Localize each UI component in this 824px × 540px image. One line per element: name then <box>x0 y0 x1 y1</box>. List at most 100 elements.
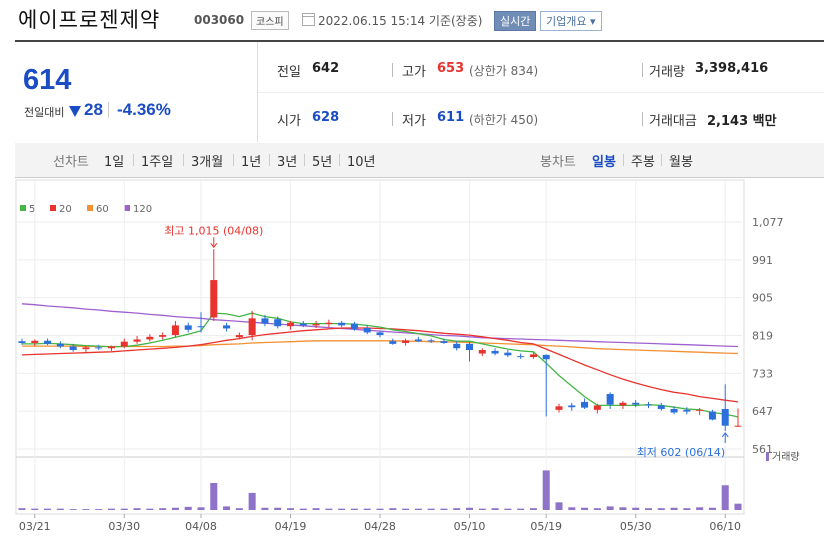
candle-body <box>82 347 90 350</box>
candle-body <box>453 343 461 349</box>
tab-daily[interactable]: 일봉 <box>592 155 616 170</box>
legend-swatch <box>124 205 130 211</box>
candle-chart-label: 봉차트 <box>540 155 576 170</box>
candle-body <box>312 324 320 326</box>
volume-label: 거래량 <box>649 65 685 80</box>
tab-weekly[interactable]: 주봉 <box>631 155 655 170</box>
candle-body <box>465 343 474 351</box>
volume-bar <box>606 506 614 510</box>
low-value: 611 <box>437 110 465 125</box>
volume-bar <box>465 507 474 510</box>
volume-bar <box>338 508 346 510</box>
candle-body <box>517 356 525 358</box>
y-tick-label: 905 <box>752 292 773 305</box>
tab-3y[interactable]: 3년 <box>277 155 298 170</box>
candle-body <box>708 411 716 420</box>
volume-bar <box>274 507 282 510</box>
volume-bar <box>159 508 167 510</box>
y-tick-label: 819 <box>752 330 773 343</box>
high-value: 653 <box>437 61 465 76</box>
line-chart-label: 선차트 <box>53 155 89 170</box>
x-tick-label: 06/10 <box>709 520 741 533</box>
x-tick-label: 05/10 <box>454 520 486 533</box>
candle-body <box>338 322 346 326</box>
trade-amount-label: 거래대금 <box>649 114 697 129</box>
candle-body <box>529 354 537 358</box>
y-tick-label: 1,077 <box>752 216 784 229</box>
candle-body <box>197 326 205 328</box>
tab-5y[interactable]: 5년 <box>312 155 333 170</box>
low-arrowhead <box>721 432 729 438</box>
candle-body <box>299 323 307 326</box>
volume-legend-swatch <box>766 452 769 461</box>
tab-monthly[interactable]: 월봉 <box>669 155 693 170</box>
candle-body <box>120 341 128 347</box>
candle-body <box>350 323 358 329</box>
candle-body <box>389 341 397 344</box>
candle-body <box>721 408 729 426</box>
tab-1d[interactable]: 1일 <box>104 155 125 170</box>
down-arrow-icon <box>69 106 81 117</box>
candle-body <box>274 319 282 327</box>
ma20-line <box>21 327 739 403</box>
realtime-button[interactable]: 실시간 <box>494 11 537 31</box>
candle-body <box>568 405 576 408</box>
volume-bar <box>56 508 64 510</box>
volume-bar <box>708 507 716 510</box>
chart-period-tabs: 선차트 1일 1주일 3개월 1년 3년 5년 10년 봉차트 일봉 주봉 월봉 <box>15 143 824 178</box>
candle-body <box>235 335 243 338</box>
stock-code: 003060 <box>194 13 245 27</box>
open-label: 시가 <box>277 114 301 129</box>
candle-body <box>593 405 601 410</box>
divider <box>642 112 643 126</box>
candle-body <box>95 347 103 349</box>
volume-bar <box>235 508 243 510</box>
candle-body <box>734 425 742 427</box>
volume-bar <box>31 508 39 510</box>
volume-bar <box>389 508 397 510</box>
candle-body <box>210 280 218 318</box>
volume-bar <box>350 508 358 510</box>
volume-bar <box>299 508 307 510</box>
divider <box>257 42 258 142</box>
candlestick-chart: 5 20 60 120 1,077 991 905 819 733 647 561 03/21 03/3… <box>15 179 800 533</box>
tab-1w[interactable]: 1주일 <box>141 155 174 170</box>
x-tick-label: 03/30 <box>108 520 140 533</box>
legend-label: 120 <box>133 204 152 215</box>
volume-bar <box>529 508 537 510</box>
divider <box>258 92 824 93</box>
divider <box>233 154 234 166</box>
candle-body <box>504 352 512 356</box>
divider <box>623 154 624 166</box>
candle-body <box>146 336 154 340</box>
volume-bar <box>478 508 486 510</box>
volume-bar <box>146 508 154 510</box>
low-annotation: 최저 602 (06/14) <box>637 446 726 459</box>
divider <box>642 63 643 77</box>
candle-body <box>478 350 486 354</box>
candle-body <box>491 350 499 354</box>
volume-bar <box>644 508 653 510</box>
divider <box>661 154 662 166</box>
candle-body <box>632 402 640 405</box>
candle-body <box>606 394 614 405</box>
candle-body <box>683 409 691 412</box>
candle-body <box>427 340 435 342</box>
legend-label: 60 <box>96 204 109 215</box>
company-info-dropdown[interactable]: 기업개요 ▾ <box>540 11 602 31</box>
volume-bar <box>171 507 179 510</box>
tab-10y[interactable]: 10년 <box>347 155 376 170</box>
open-value: 628 <box>312 110 340 125</box>
volume-bar <box>325 508 333 510</box>
high-label: 고가 <box>402 65 426 80</box>
tab-1y[interactable]: 1년 <box>241 155 262 170</box>
candle-body <box>159 335 167 337</box>
candle-body <box>696 409 704 411</box>
upper-limit: (상한가 834) <box>469 64 539 78</box>
tab-3m[interactable]: 3개월 <box>191 155 224 170</box>
y-tick-label: 991 <box>752 254 773 267</box>
y-tick-label: 561 <box>752 443 773 456</box>
volume-bar <box>210 483 218 510</box>
divider <box>133 154 134 166</box>
ma5-line <box>22 312 739 418</box>
